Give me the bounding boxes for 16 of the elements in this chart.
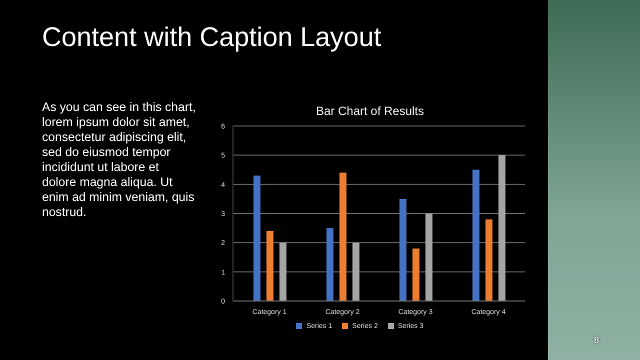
bar (412, 248, 420, 301)
bar (472, 170, 480, 301)
bar (352, 242, 360, 301)
text: 8 (594, 335, 600, 345)
bar (485, 219, 492, 301)
bar (253, 176, 260, 301)
bar (498, 155, 506, 301)
bar (425, 214, 432, 301)
bar (339, 172, 346, 301)
text: As you can see in this chart, lorem ipsum dolor sit amet, consectetur adipiscing elit, sed do eiusmod tempor incididunt ut labore et dolore magna aliqua. Ut enim ad minim veniam, quis nostrud. (42, 100, 197, 220)
chart-title: Bar Chart of Results (314, 104, 426, 118)
bar (399, 198, 406, 301)
bar (326, 228, 334, 301)
bar (279, 242, 286, 301)
text: Content with Caption Layout (42, 22, 382, 53)
bar (266, 231, 274, 301)
